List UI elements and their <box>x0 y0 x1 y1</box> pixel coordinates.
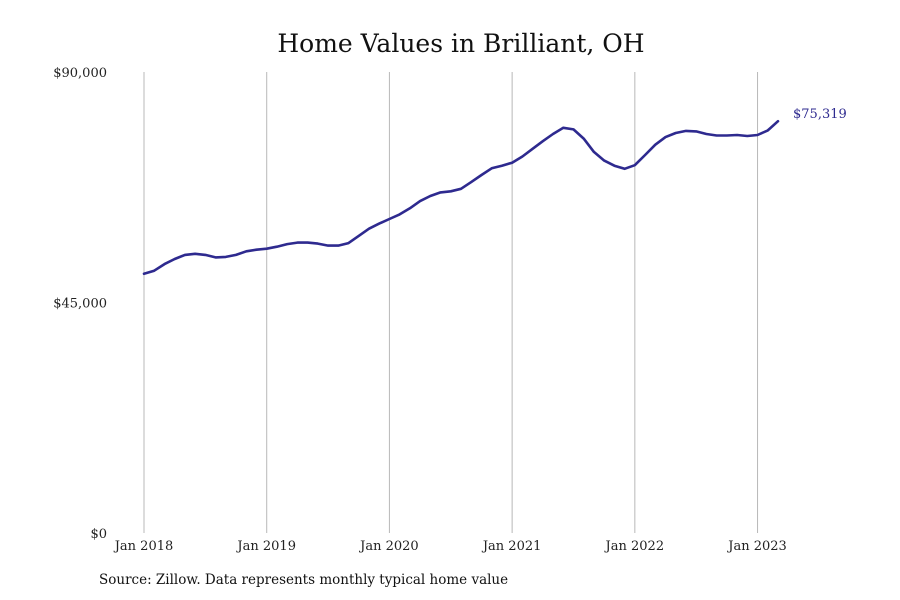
chart-title: Home Values in Brilliant, OH <box>277 29 644 58</box>
data-point <box>542 140 544 142</box>
y-tick-label: $45,000 <box>53 297 107 312</box>
data-point <box>204 254 207 256</box>
x-tick-label: Jan 2018 <box>113 539 174 554</box>
data-point <box>715 134 718 137</box>
data-point <box>173 258 176 260</box>
data-point <box>306 241 309 244</box>
data-point <box>143 273 145 275</box>
x-tick-label: Jan 2019 <box>235 539 296 554</box>
data-point <box>317 242 319 245</box>
line-chart: Home Values in Brilliant, OH $0 $45,000 $9… <box>53 29 847 554</box>
data-point <box>480 174 483 176</box>
data-point <box>276 245 278 248</box>
end-value-label: $75,319 <box>793 107 847 122</box>
data-point <box>286 243 289 245</box>
source-note: Source: Zillow. Data represents monthly … <box>99 572 509 588</box>
data-point <box>265 247 268 250</box>
x-axis: Jan 2018 Jan 2019 Jan 2020 Jan 2021 Jan 2022… <box>113 539 787 554</box>
data-point <box>296 241 299 244</box>
data-point <box>490 167 493 170</box>
data-point <box>695 130 697 133</box>
data-point <box>327 244 329 247</box>
data-point <box>409 207 411 210</box>
data-point <box>357 235 360 237</box>
data-point <box>623 168 626 170</box>
data-point <box>654 143 657 146</box>
data-point <box>685 130 687 132</box>
data-point <box>429 195 432 197</box>
data-point <box>347 242 350 244</box>
data-point <box>777 120 779 122</box>
data-point <box>470 181 473 183</box>
series-line <box>142 119 780 276</box>
data-point <box>552 133 554 135</box>
data-point <box>214 256 217 259</box>
y-tick-label: $90,000 <box>53 66 107 81</box>
data-point <box>756 134 759 136</box>
data-point <box>460 188 462 190</box>
data-point <box>613 164 616 167</box>
data-point <box>419 200 421 202</box>
data-point <box>245 250 248 253</box>
data-point <box>439 191 442 194</box>
data-point <box>388 218 391 220</box>
data-point <box>664 136 667 138</box>
data-point <box>521 155 524 158</box>
y-axis: $0 $45,000 $90,000 <box>53 66 107 542</box>
data-point <box>593 151 595 153</box>
data-point <box>153 269 155 272</box>
data-point <box>501 164 503 167</box>
grid-lines <box>143 72 759 533</box>
data-point <box>634 164 636 166</box>
data-point <box>225 256 227 258</box>
data-point <box>378 222 381 225</box>
data-point <box>235 254 237 256</box>
data-point <box>603 159 605 162</box>
data-point <box>184 254 186 256</box>
data-point <box>746 135 749 137</box>
x-tick-label: Jan 2022 <box>604 539 665 554</box>
data-point <box>582 137 585 140</box>
data-point <box>255 248 258 251</box>
data-point <box>736 134 738 136</box>
data-point <box>194 253 196 255</box>
data-point <box>450 190 452 193</box>
data-point <box>705 133 708 135</box>
data-point <box>368 227 370 230</box>
x-tick-label: Jan 2020 <box>358 539 419 554</box>
data-point <box>674 132 677 134</box>
data-point <box>398 213 401 216</box>
y-tick-label: $0 <box>90 527 107 542</box>
series-group: $75,319 <box>142 107 847 276</box>
data-point <box>337 244 340 247</box>
data-point <box>511 161 513 164</box>
data-point <box>531 148 534 150</box>
data-point <box>767 129 769 132</box>
data-point <box>644 154 646 156</box>
x-tick-label: Jan 2021 <box>481 539 542 554</box>
x-tick-label: Jan 2023 <box>726 539 787 554</box>
data-point <box>163 263 166 265</box>
data-point <box>562 127 565 129</box>
data-point <box>726 134 728 137</box>
data-point <box>572 128 575 131</box>
